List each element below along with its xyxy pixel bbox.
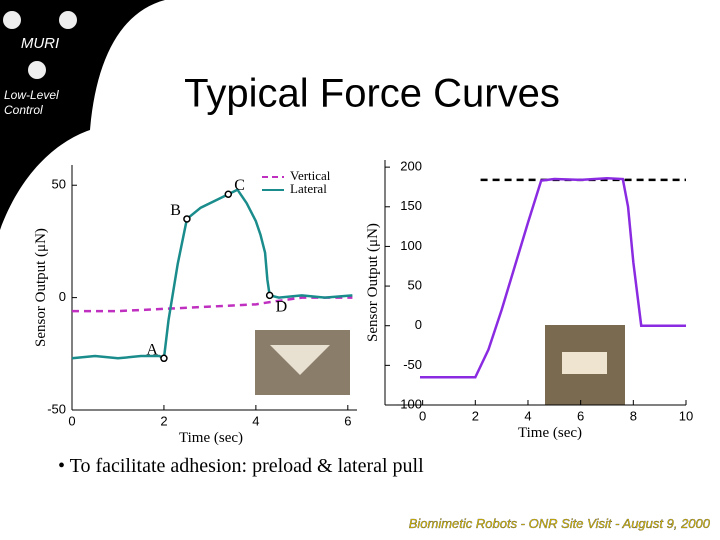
footer: Biomimetic Robots - ONR Site Visit - Aug… xyxy=(409,516,711,531)
y-axis-label: Sensor Output (μN) xyxy=(33,228,49,347)
y-tick-label: 50 xyxy=(408,278,422,293)
slide-title: Typical Force Curves xyxy=(184,72,560,116)
y-tick-label: 150 xyxy=(400,198,422,213)
annotation-label: C xyxy=(234,177,245,194)
y-tick-label: -50 xyxy=(403,357,422,372)
annotation-label: D xyxy=(276,298,288,315)
x-tick-label: 2 xyxy=(472,408,479,423)
legend-label: Lateral xyxy=(290,181,327,196)
annotation-label: A xyxy=(146,341,158,358)
annotation-marker xyxy=(265,291,274,300)
y-tick-label: 100 xyxy=(400,238,422,253)
x-axis-label: Time (sec) xyxy=(179,430,243,446)
y-tick-label: 0 xyxy=(59,289,66,304)
series-line xyxy=(420,176,686,379)
series-line xyxy=(72,296,353,313)
bullet: • To facilitate adhesion: preload & late… xyxy=(58,455,424,477)
y-axis-label: Sensor Output (μN) xyxy=(365,223,381,342)
logo-dot xyxy=(28,61,46,79)
section-label: Low-Level Control xyxy=(4,88,59,117)
annotation-marker xyxy=(183,215,191,223)
photo-detail xyxy=(270,345,330,375)
x-tick-label: 6 xyxy=(577,408,584,423)
x-tick-label: 8 xyxy=(630,408,637,423)
logo-dot xyxy=(59,11,77,29)
y-tick-label: -50 xyxy=(47,401,66,416)
annotation-label: B xyxy=(170,202,181,219)
legend-label: Vertical xyxy=(290,168,331,183)
x-tick-label: 6 xyxy=(344,413,351,428)
corner-decoration xyxy=(0,0,165,230)
y-tick-label: -100 xyxy=(396,396,422,411)
x-tick-label: 4 xyxy=(252,413,259,428)
logo-dot xyxy=(3,11,21,29)
y-tick-label: 0 xyxy=(415,317,422,332)
photo-detail xyxy=(562,352,607,374)
x-tick-label: 4 xyxy=(524,408,531,423)
annotation-marker xyxy=(224,190,233,198)
y-tick-label: 50 xyxy=(52,177,66,192)
x-tick-label: 2 xyxy=(160,413,167,428)
annotation-marker xyxy=(160,354,168,363)
y-tick-label: 200 xyxy=(400,159,422,174)
section-box: Low-Level Control xyxy=(4,88,59,117)
x-tick-label: 10 xyxy=(679,408,693,423)
x-axis-label: Time (sec) xyxy=(518,425,582,441)
x-tick-label: 0 xyxy=(419,408,426,423)
x-tick-label: 0 xyxy=(68,413,75,428)
logo-text: MURI xyxy=(21,35,59,52)
